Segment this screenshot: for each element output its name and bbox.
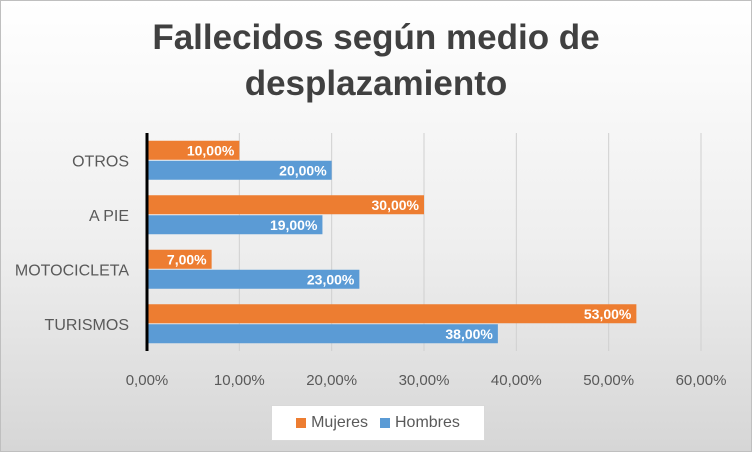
x-tick-label: 10,00% — [214, 372, 265, 389]
bar-mujeres — [147, 195, 424, 215]
category-label: OTROS — [72, 153, 129, 170]
data-label: 23,00% — [307, 271, 355, 287]
data-label: 20,00% — [279, 162, 327, 178]
bar-hombres — [147, 324, 498, 344]
x-tick-label: 20,00% — [306, 372, 357, 389]
x-tick-label: 50,00% — [583, 372, 634, 389]
category-label: A PIE — [89, 208, 129, 225]
legend-label-hombres: Hombres — [395, 414, 460, 431]
chart-title: Fallecidos según medio de desplazamiento — [1, 15, 751, 107]
data-label: 10,00% — [187, 142, 235, 158]
data-label: 38,00% — [445, 326, 493, 342]
category-label: TURISMOS — [45, 317, 129, 334]
x-tick-label: 30,00% — [399, 372, 450, 389]
bar-hombres — [147, 215, 323, 235]
data-label: 7,00% — [167, 251, 207, 267]
data-label: 53,00% — [584, 306, 632, 322]
bar-mujeres — [147, 140, 240, 160]
x-tick-label: 60,00% — [676, 372, 727, 389]
category-label: MOTOCICLETA — [15, 262, 129, 279]
legend-item-hombres: Hombres — [380, 414, 460, 432]
bar-mujeres — [147, 304, 637, 324]
legend: Mujeres Hombres — [271, 405, 485, 441]
data-label: 19,00% — [270, 217, 318, 233]
bar-mujeres — [147, 249, 212, 269]
legend-label-mujeres: Mujeres — [311, 414, 368, 431]
x-tick-label: 40,00% — [491, 372, 542, 389]
bar-hombres — [147, 269, 360, 289]
legend-item-mujeres: Mujeres — [296, 414, 368, 432]
data-label: 30,00% — [372, 197, 420, 213]
bar-hombres — [147, 160, 332, 180]
chart-title-line-1: Fallecidos según medio de — [152, 18, 600, 57]
chart-title-line-2: desplazamiento — [244, 64, 508, 103]
legend-swatch-hombres — [380, 418, 390, 428]
x-tick-label: 0,00% — [126, 372, 169, 389]
legend-swatch-mujeres — [296, 418, 307, 428]
